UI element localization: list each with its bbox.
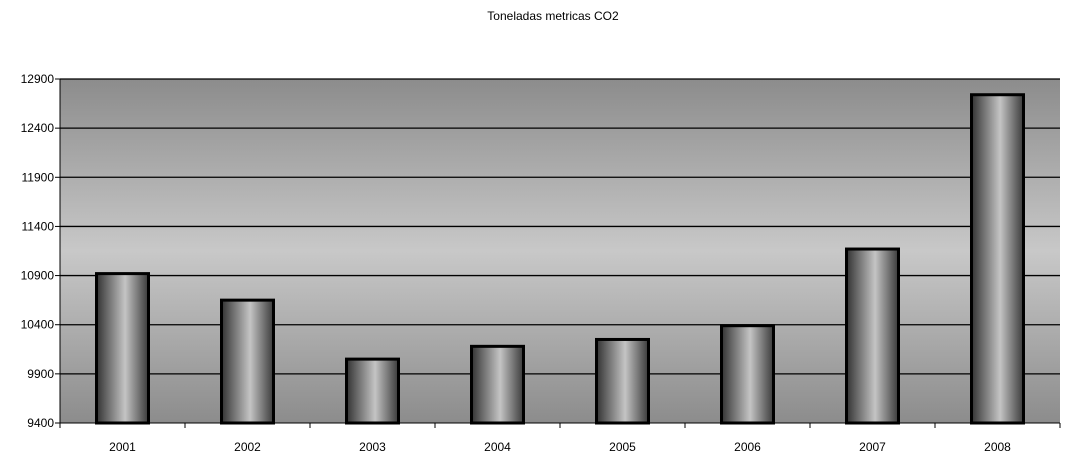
x-axis-ticks: 2001 2002 2003 2004 2005 2006 2007 2008 — [59, 423, 1061, 454]
bar-2005 — [595, 337, 650, 425]
y-tick-label: 12900 — [21, 72, 55, 86]
bar-2003 — [345, 357, 400, 425]
y-tick-label: 10900 — [21, 269, 55, 283]
y-tick-label: 12400 — [21, 121, 55, 135]
y-tick-label: 9900 — [27, 367, 54, 381]
y-tick-label: 11900 — [22, 170, 55, 184]
x-tick-label: 2008 — [984, 440, 1011, 454]
x-tick-label: 2005 — [609, 440, 636, 454]
x-tick-label: 2004 — [484, 440, 511, 454]
chart-title: Toneladas metricas CO2 — [487, 9, 619, 23]
x-tick-label: 2001 — [109, 440, 136, 454]
y-tick-label: 9400 — [27, 416, 54, 430]
bar-2006 — [720, 324, 775, 425]
bar-2007 — [845, 247, 900, 425]
bar-2004 — [470, 344, 525, 425]
x-tick-label: 2007 — [859, 440, 886, 454]
x-tick-label: 2002 — [234, 440, 261, 454]
plot-area — [60, 79, 1060, 423]
bars — [95, 93, 1025, 425]
bar-2001 — [95, 272, 150, 425]
x-tick-label: 2003 — [359, 440, 386, 454]
y-axis-ticks: 9400 9900 10400 10900 11400 11900 12400 12900 — [21, 72, 60, 430]
y-tick-label: 10400 — [21, 318, 55, 332]
bar-2002 — [220, 298, 275, 425]
bar-2008 — [970, 93, 1025, 425]
x-tick-label: 2006 — [734, 440, 761, 454]
y-tick-label: 11400 — [22, 219, 55, 233]
